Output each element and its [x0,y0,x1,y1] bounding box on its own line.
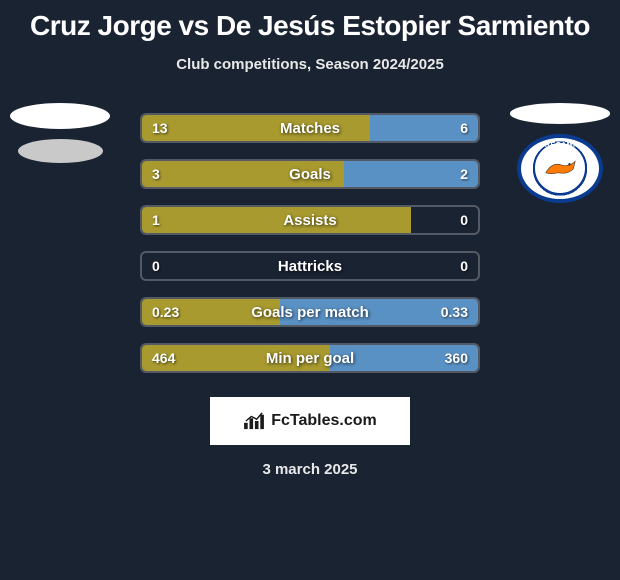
club-logo: CORRECAMINOS [517,134,603,204]
stat-row: 10Assists [140,205,480,235]
page-subtitle: Club competitions, Season 2024/2025 [0,56,620,73]
stat-label: Assists [142,212,478,229]
stat-row: 464360Min per goal [140,343,480,373]
chart-icon [243,412,265,430]
player-badge-right: CORRECAMINOS [510,103,610,203]
date-text: 3 march 2025 [0,461,620,478]
comparison-area: CORRECAMINOS 136Matches 32Goals 10Assists 0… [0,113,620,373]
page-title: Cruz Jorge vs De Jesús Estopier Sarmient… [0,0,620,42]
stat-row: 0.230.33Goals per match [140,297,480,327]
stat-row: 136Matches [140,113,480,143]
placeholder-ellipse [18,139,103,163]
brand-box: FcTables.com [210,397,410,445]
stat-bars: 136Matches 32Goals 10Assists 00Hattricks 0.2… [140,113,480,373]
bird-icon [541,153,579,183]
player-badge-left [10,103,110,203]
stat-label: Goals per match [142,304,478,321]
stat-label: Matches [142,120,478,137]
stat-label: Min per goal [142,350,478,367]
placeholder-ellipse [510,103,610,124]
stat-row: 00Hattricks [140,251,480,281]
stat-label: Hattricks [142,258,478,275]
stat-label: Goals [142,166,478,183]
placeholder-ellipse [10,103,110,129]
brand-text: FcTables.com [271,412,377,430]
stat-row: 32Goals [140,159,480,189]
